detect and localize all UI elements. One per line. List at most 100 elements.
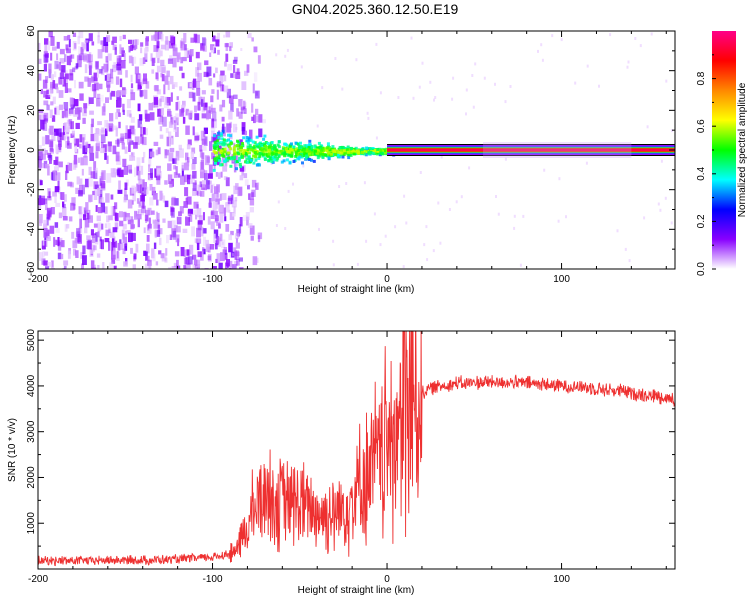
noise-cell: [218, 131, 221, 139]
noise-cell: [643, 216, 646, 220]
signal-cell: [298, 155, 302, 159]
signal-cell: [307, 157, 311, 161]
noise-cell: [58, 77, 63, 85]
signal-cell: [369, 151, 373, 155]
signal-cell: [214, 161, 217, 165]
noise-cell: [130, 219, 134, 230]
noise-cell: [284, 54, 287, 58]
noise-cell: [134, 187, 138, 193]
noise-cell: [175, 117, 179, 126]
noise-cell: [38, 114, 42, 121]
noise-cell: [77, 234, 82, 244]
noise-cell: [75, 250, 79, 258]
noise-cell: [519, 263, 522, 267]
signal-cell: [288, 150, 292, 154]
noise-cell: [62, 201, 65, 209]
signal-cell: [290, 154, 294, 158]
noise-cell: [106, 73, 112, 82]
noise-cell: [152, 186, 156, 194]
noise-cell: [217, 204, 223, 213]
noise-cell: [95, 205, 98, 212]
noise-cell: [99, 94, 104, 102]
noise-cell: [119, 220, 124, 227]
signal-cell: [255, 143, 259, 147]
noise-cell: [95, 151, 99, 159]
noise-cell: [101, 170, 106, 181]
noise-cell: [186, 144, 191, 150]
noise-cell: [334, 57, 337, 60]
noise-cell: [92, 84, 96, 92]
noise-cell: [38, 73, 42, 81]
noise-cell: [170, 119, 173, 126]
signal-cell: [219, 133, 223, 137]
signal-cell: [253, 151, 257, 155]
noise-cell: [494, 82, 496, 86]
noise-cell: [157, 212, 160, 222]
noise-cell: [220, 84, 224, 92]
noise-cell: [54, 222, 59, 228]
noise-cell: [97, 31, 100, 37]
noise-cell: [156, 73, 159, 81]
noise-cell: [57, 172, 61, 181]
y-tick-label: 5000: [26, 329, 37, 352]
noise-cell: [168, 131, 172, 138]
signal-cell: [297, 145, 301, 149]
colorbar-tick-label: 0.0: [696, 262, 707, 276]
noise-cell: [201, 226, 204, 237]
noise-cell: [66, 224, 70, 229]
noise-cell: [134, 210, 137, 220]
noise-cell: [106, 81, 111, 88]
noise-cell: [129, 113, 132, 118]
noise-cell: [49, 125, 54, 135]
noise-cell: [106, 173, 112, 183]
noise-cell: [93, 161, 97, 171]
noise-cell: [183, 201, 188, 208]
noise-cell: [105, 56, 109, 63]
noise-cell: [204, 170, 208, 180]
noise-cell: [97, 207, 103, 214]
noise-cell: [302, 164, 305, 168]
noise-cell: [211, 118, 215, 129]
signal-cell: [233, 155, 236, 159]
noise-cell: [172, 57, 177, 68]
noise-cell: [101, 127, 105, 133]
noise-cell: [185, 257, 190, 265]
noise-cell: [50, 52, 53, 61]
noise-cell: [148, 175, 152, 181]
noise-cell: [138, 202, 142, 207]
noise-cell: [57, 132, 62, 142]
signal-cell: [268, 145, 272, 149]
noise-cell: [158, 117, 163, 125]
noise-cell: [67, 34, 71, 41]
noise-cell: [71, 231, 75, 239]
colorbar-tick-label: 0.8: [696, 71, 707, 85]
noise-cell: [78, 46, 81, 54]
signal-cell: [232, 152, 236, 156]
signal-cell: [371, 147, 375, 150]
noise-cell: [560, 38, 563, 42]
noise-cell: [108, 215, 113, 221]
noise-cell: [234, 250, 240, 260]
noise-cell: [192, 126, 195, 136]
noise-cell: [145, 113, 150, 122]
signal-cell: [331, 147, 335, 151]
noise-cell: [40, 119, 45, 130]
signal-cell: [233, 150, 237, 154]
noise-cell: [258, 114, 263, 123]
noise-cell: [40, 88, 43, 95]
signal-cell: [246, 149, 250, 153]
noise-cell: [196, 81, 200, 89]
noise-cell: [253, 46, 258, 53]
noise-cell: [163, 102, 169, 109]
noise-cell: [210, 127, 216, 132]
noise-cell: [157, 109, 162, 117]
noise-cell: [223, 34, 226, 38]
noise-cell: [403, 194, 406, 198]
noise-cell: [78, 143, 82, 149]
signal-cell: [341, 146, 345, 150]
signal-cell: [319, 145, 323, 149]
noise-cell: [126, 110, 132, 117]
noise-cell: [134, 66, 139, 75]
noise-cell: [127, 219, 131, 225]
noise-cell: [122, 158, 127, 167]
